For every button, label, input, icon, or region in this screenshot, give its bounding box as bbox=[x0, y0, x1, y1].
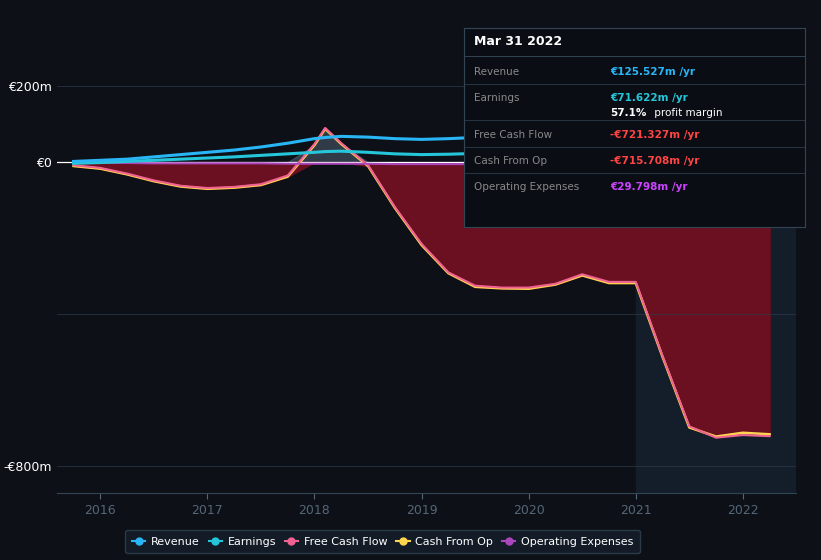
Legend: Revenue, Earnings, Free Cash Flow, Cash From Op, Operating Expenses: Revenue, Earnings, Free Cash Flow, Cash … bbox=[126, 530, 640, 553]
Text: Earnings: Earnings bbox=[474, 92, 520, 102]
Text: Cash From Op: Cash From Op bbox=[474, 156, 547, 166]
Text: Revenue: Revenue bbox=[474, 67, 519, 77]
Text: Mar 31 2022: Mar 31 2022 bbox=[474, 35, 562, 48]
Text: Free Cash Flow: Free Cash Flow bbox=[474, 130, 553, 141]
Text: profit margin: profit margin bbox=[651, 109, 722, 119]
Text: €125.527m /yr: €125.527m /yr bbox=[610, 67, 695, 77]
Bar bbox=[635, 67, 796, 493]
Text: Operating Expenses: Operating Expenses bbox=[474, 182, 580, 192]
Text: €71.622m /yr: €71.622m /yr bbox=[610, 92, 688, 102]
Text: €29.798m /yr: €29.798m /yr bbox=[610, 182, 688, 192]
Text: -€715.708m /yr: -€715.708m /yr bbox=[610, 156, 699, 166]
Text: 57.1%: 57.1% bbox=[610, 109, 647, 119]
Text: -€721.327m /yr: -€721.327m /yr bbox=[610, 130, 699, 141]
